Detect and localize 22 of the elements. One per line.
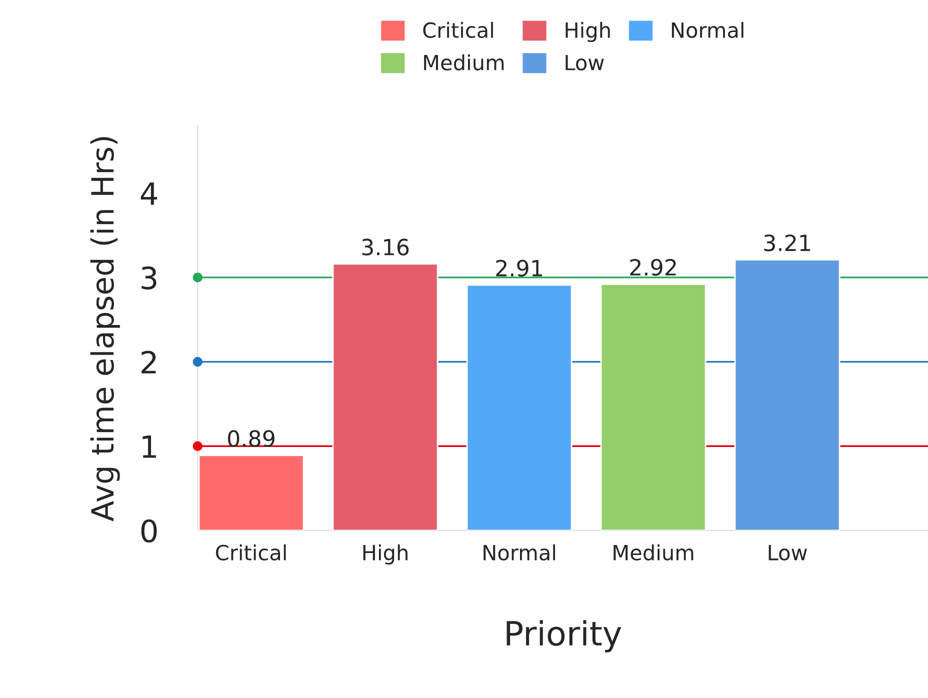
x-tick-label: Medium xyxy=(614,544,694,560)
x-tick-label: Critical xyxy=(216,544,286,560)
y-tick-label: 3 xyxy=(142,266,156,290)
y-tick-label: 1 xyxy=(142,435,156,458)
legend-label: Low xyxy=(566,54,604,70)
legend-label: Medium xyxy=(424,54,504,70)
data-label: 0.89 xyxy=(228,430,274,447)
y-axis-title: Avg time elapsed (in Hrs) xyxy=(90,137,120,522)
y-tick-label: 4 xyxy=(140,182,158,205)
x-tick-label: High xyxy=(363,544,408,565)
legend-label: Critical xyxy=(423,22,493,38)
data-label: 2.91 xyxy=(496,260,542,277)
x-axis-title: Priority xyxy=(506,620,622,652)
data-label: 2.92 xyxy=(630,258,676,276)
legend-label: High xyxy=(566,22,610,42)
legend-label: Normal xyxy=(672,22,744,38)
y-tick-label: 0 xyxy=(141,519,157,543)
x-tick-label: Normal xyxy=(484,544,556,560)
y-tick-label: 2 xyxy=(142,350,156,374)
data-label: 3.16 xyxy=(362,238,409,256)
data-label: 3.21 xyxy=(764,234,810,252)
x-tick-label: Low xyxy=(768,545,807,560)
